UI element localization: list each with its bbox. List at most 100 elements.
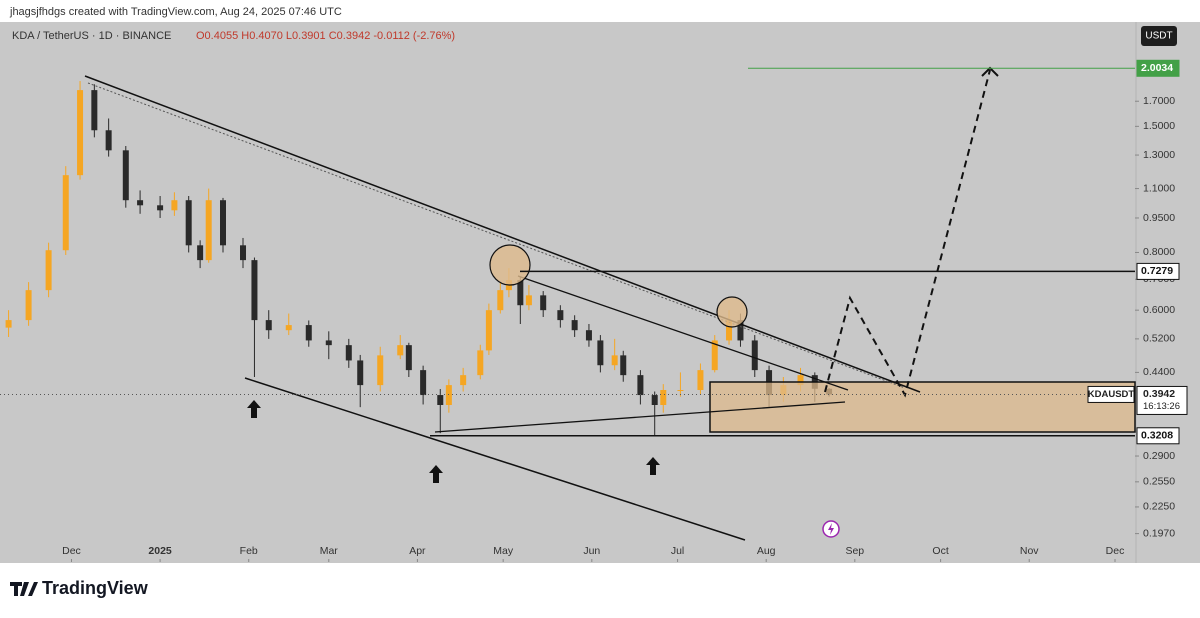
y-tick-label: 1.3000: [1143, 149, 1175, 161]
candle-body: [305, 325, 312, 341]
y-tick-label: 0.9500: [1143, 212, 1175, 224]
countdown-label: 16:13:26: [1143, 401, 1180, 412]
y-tick-label: 0.2900: [1143, 450, 1175, 462]
candle-body: [197, 245, 204, 261]
candle-body: [377, 355, 384, 386]
level-label: 0.7279: [1141, 265, 1173, 277]
trend-line: [84, 75, 921, 393]
y-tick-label: 1.7000: [1143, 95, 1175, 107]
candle-body: [205, 200, 212, 261]
candle-body: [677, 390, 684, 392]
candle-body: [105, 130, 112, 151]
x-tick-label: Mar: [320, 545, 339, 557]
drawings: [84, 66, 1136, 541]
event-icon-bolt: [828, 523, 834, 535]
x-tick-label: May: [493, 545, 514, 557]
x-tick-label: 2025: [148, 545, 172, 557]
candle-body: [540, 295, 547, 311]
symbol-box: [1087, 385, 1135, 403]
candle-body: [571, 320, 578, 331]
axes: 1.70001.50001.30001.10000.95000.80000.70…: [62, 95, 1175, 562]
candle-body: [357, 360, 364, 386]
candle-body: [45, 250, 52, 291]
y-tick-label: 1.1000: [1143, 182, 1175, 194]
y-tick-label: 0.2550: [1143, 476, 1175, 488]
y-tick-label: 0.5200: [1143, 333, 1175, 345]
x-tick-label: Aug: [757, 545, 776, 557]
chart-background: [0, 22, 1200, 563]
candle-body: [265, 320, 272, 331]
y-tick-label: 1.5000: [1143, 120, 1175, 132]
candle-body: [651, 395, 658, 405]
candle-body: [525, 295, 532, 306]
x-tick-label: Nov: [1020, 545, 1039, 557]
candle-body: [711, 340, 718, 371]
candle-body: [171, 200, 178, 211]
price-label: 0.3942: [1143, 388, 1175, 400]
candle-body: [497, 290, 504, 311]
candle-body: [405, 345, 412, 371]
currency-button[interactable]: [1141, 26, 1177, 46]
trend-line-dotted: [87, 82, 906, 389]
candle-body: [726, 320, 733, 341]
candle-body: [611, 355, 618, 366]
candle-body: [137, 200, 144, 206]
highlight-circle: [716, 296, 748, 328]
brand: TradingView: [10, 578, 149, 598]
candle-body: [91, 90, 98, 131]
candle-body: [5, 320, 12, 328]
symbol-label: KDAUSDT: [1088, 389, 1135, 400]
level-label-box: [1136, 427, 1180, 445]
x-tick-label: Dec: [1106, 545, 1125, 557]
candle-body: [157, 205, 164, 211]
candle-body: [485, 310, 492, 351]
candle-body: [460, 375, 467, 386]
candle-body: [660, 390, 667, 405]
y-tick-label: 0.6000: [1143, 304, 1175, 316]
highlight-circle: [489, 244, 531, 286]
brand-name: TradingView: [42, 578, 149, 598]
candle-body: [25, 290, 32, 321]
inner-line: [517, 275, 849, 391]
header-text: jhagsjfhdgs created with TradingView.com…: [9, 6, 342, 18]
chart-title: KDA / TetherUS · 1D · BINANCE: [12, 30, 171, 42]
y-tick-label: 0.4400: [1143, 366, 1175, 378]
candle-body: [517, 280, 524, 306]
candle-body: [185, 200, 192, 246]
y-tick-label: 0.8000: [1143, 246, 1175, 258]
currency-label: USDT: [1145, 31, 1172, 42]
candle-body: [397, 345, 404, 356]
up-arrow: [429, 465, 443, 483]
candle-body: [637, 375, 644, 396]
price-box: [1136, 385, 1188, 415]
candle-body: [77, 90, 84, 176]
y-tick-label: 0.1970: [1143, 527, 1175, 539]
candle-body: [751, 340, 758, 371]
projection-path: [824, 69, 991, 398]
x-tick-label: Apr: [409, 545, 426, 557]
candle-body: [122, 150, 129, 201]
footer-bar: [0, 563, 1200, 613]
candle-body: [251, 260, 258, 321]
candle-body: [285, 325, 292, 331]
candle-body: [477, 350, 484, 376]
header-bar: [0, 0, 1200, 22]
level-label: 2.0034: [1141, 62, 1173, 74]
y-tick-label: 0.2250: [1143, 501, 1175, 513]
candle-body: [420, 370, 427, 396]
brand-logo: [10, 582, 38, 596]
candle-body: [697, 370, 704, 391]
level-label-box: [1136, 59, 1180, 77]
level-label-box: [1136, 262, 1180, 280]
candle-body: [437, 395, 444, 405]
x-tick-label: Feb: [240, 545, 258, 557]
candle-body: [345, 345, 352, 361]
candle-body: [737, 320, 744, 341]
x-tick-label: Sep: [845, 545, 864, 557]
x-tick-label: Oct: [932, 545, 948, 557]
x-tick-label: Jun: [583, 545, 600, 557]
up-arrow: [646, 457, 660, 475]
candle-body: [62, 175, 69, 251]
